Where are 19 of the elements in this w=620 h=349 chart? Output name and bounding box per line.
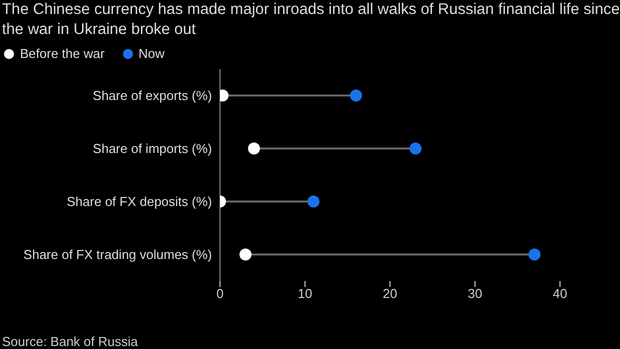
chart-title: The Chinese currency has made major inroads into all walks of Russian financial life since the war in Ukraine broke out bbox=[1, 0, 620, 40]
y-tick-label: Share of imports (%) bbox=[92, 141, 212, 156]
y-tick-label: Share of exports (%) bbox=[92, 88, 212, 104]
legend-label: Before the war bbox=[19, 46, 105, 61]
y-tick-label: Share of FX deposits (%) bbox=[66, 194, 212, 210]
point bbox=[350, 90, 362, 102]
x-tick-label: 10 bbox=[298, 286, 312, 302]
point bbox=[410, 142, 422, 154]
point bbox=[240, 248, 252, 260]
legend-label: Now bbox=[138, 46, 165, 61]
y-tick-label: Share of FX trading volumes (%) bbox=[23, 247, 212, 262]
point bbox=[308, 196, 320, 208]
x-tick-label: 0 bbox=[216, 286, 224, 302]
point bbox=[528, 248, 540, 260]
x-tick-label: 20 bbox=[382, 286, 398, 302]
point bbox=[248, 142, 260, 154]
x-tick-label: 40 bbox=[552, 286, 568, 302]
x-tick-label: 30 bbox=[468, 286, 482, 302]
source-note: Source: Bank of Russia bbox=[2, 334, 138, 349]
